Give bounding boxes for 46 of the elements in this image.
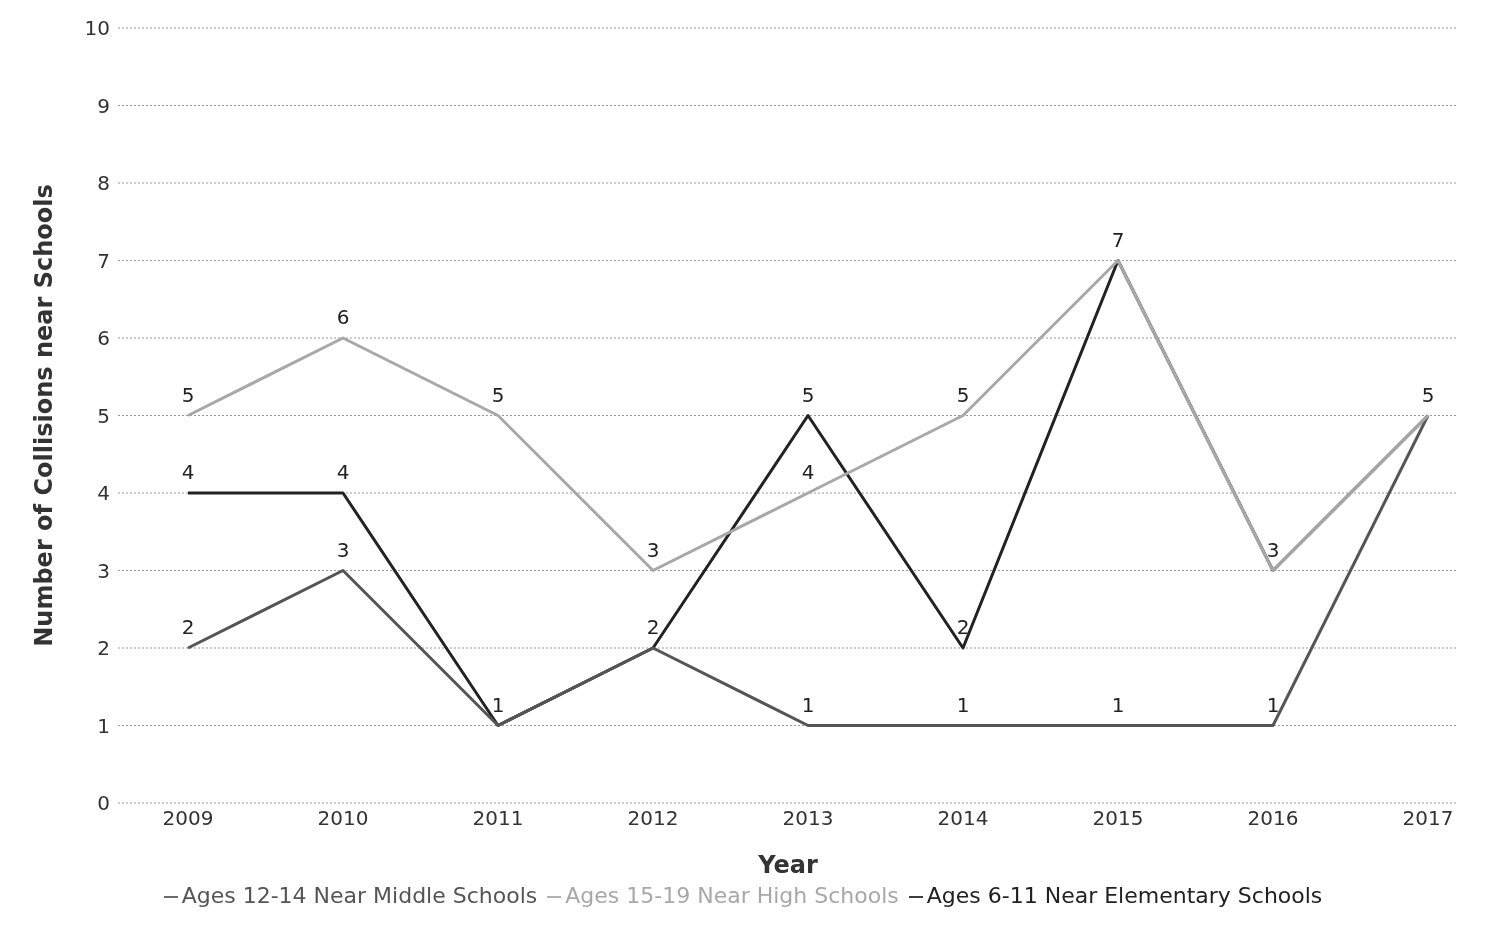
data-label: 5 <box>956 382 970 407</box>
data-label: 5 <box>1421 382 1435 407</box>
legend-label: Ages 12-14 Near Middle Schools <box>181 883 538 908</box>
y-tick-label: 3 <box>97 558 110 583</box>
x-tick-label: 2015 <box>1092 806 1144 831</box>
y-tick-label: 7 <box>97 248 110 273</box>
legend-label: Ages 15-19 Near High Schools <box>565 883 899 908</box>
data-label: 1 <box>1266 692 1280 717</box>
y-tick-label: 10 <box>84 16 110 41</box>
x-tick-label: 2009 <box>162 806 214 831</box>
data-label: 4 <box>801 460 815 484</box>
data-label: 4 <box>336 460 350 484</box>
y-tick-label: 8 <box>97 171 110 196</box>
x-tick-label: 2010 <box>317 806 369 831</box>
data-label: 2 <box>646 615 660 639</box>
data-label: 2 <box>956 615 970 639</box>
data-label: 4 <box>181 460 195 484</box>
y-tick-label: 2 <box>97 636 110 661</box>
x-axis-title: Year <box>757 851 818 879</box>
y-tick-label: 4 <box>97 481 110 506</box>
y-tick-label: 6 <box>97 326 110 351</box>
x-tick-label: 2013 <box>782 806 834 831</box>
data-label: 5 <box>801 382 815 407</box>
data-label: 7 <box>1111 227 1125 252</box>
x-tick-label: 2017 <box>1402 806 1454 831</box>
data-label: 3 <box>336 537 350 562</box>
x-tick-label: 2012 <box>627 806 679 831</box>
y-tick-label: 5 <box>97 403 110 428</box>
y-tick-label: 0 <box>97 791 110 816</box>
y-axis-title: Number of Collisions near Schools <box>29 184 58 647</box>
data-label: 2 <box>181 615 195 639</box>
data-label: 3 <box>1266 537 1280 562</box>
x-tick-label: 2014 <box>937 806 989 831</box>
x-tick-label: 2011 <box>472 806 524 831</box>
legend-label: Ages 6-11 Near Elementary Schools <box>926 883 1323 908</box>
data-label: 1 <box>491 692 505 717</box>
y-tick-label: 1 <box>97 713 110 738</box>
data-label: 6 <box>336 305 350 329</box>
x-tick-label: 2016 <box>1247 806 1299 831</box>
data-label: 3 <box>646 537 660 562</box>
data-label: 5 <box>491 382 505 407</box>
data-label: 5 <box>181 382 195 407</box>
data-label: 1 <box>956 692 970 717</box>
data-label: 1 <box>801 692 815 717</box>
data-label: 1 <box>1111 692 1125 717</box>
y-tick-label: 9 <box>97 93 110 118</box>
